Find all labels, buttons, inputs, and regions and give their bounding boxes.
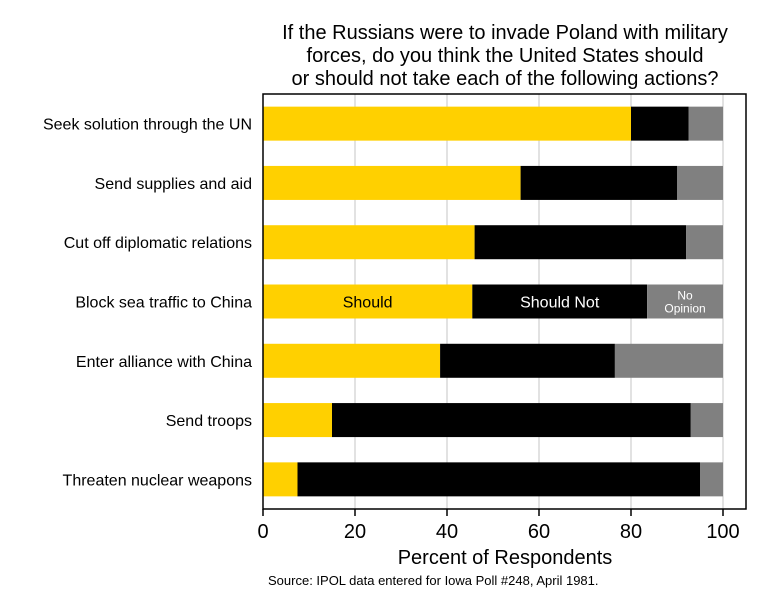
bar-segment-no-opinion [677, 165, 723, 200]
source-note: Source: IPOL data entered for Iowa Poll … [268, 573, 599, 588]
bar-segment-should-not [440, 343, 615, 378]
bar-segment-should-not [520, 165, 677, 200]
category-labels: Seek solution through the UN Send supplie… [43, 117, 252, 490]
bar-segment-should-not [472, 284, 648, 319]
bars [263, 106, 723, 497]
x-axis-ticks: 0 20 40 60 80 100 [257, 509, 740, 543]
bar-segment-should-not [332, 403, 691, 438]
category-label: Send supplies and aid [95, 176, 252, 193]
bar-segment-no-opinion [647, 284, 723, 319]
x-tick-label: 40 [436, 521, 458, 543]
category-label: Cut off diplomatic relations [64, 235, 252, 252]
bar-segment-should [263, 106, 631, 141]
x-tick-label: 0 [257, 521, 268, 543]
bar-segment-should [263, 165, 521, 200]
bar-segment-should [263, 462, 298, 497]
bar-segment-should-not [297, 462, 700, 497]
x-tick-label: 60 [528, 521, 550, 543]
inline-label-should: Should [343, 295, 393, 312]
category-label: Enter alliance with China [76, 354, 252, 371]
chart-title-line-3: or should not take each of the following… [291, 68, 719, 90]
inline-label-no-opinion-line-2: Opinion [664, 302, 705, 316]
bar-segment-should [263, 403, 332, 438]
bar-segment-should [263, 284, 473, 319]
bar-segment-should [263, 343, 441, 378]
bar-segment-no-opinion [700, 462, 723, 497]
category-label: Seek solution through the UN [43, 117, 252, 134]
x-tick-label: 80 [620, 521, 642, 543]
category-label: Send troops [166, 413, 252, 430]
bar-segment-no-opinion [690, 403, 723, 438]
bar-segment-should-not [631, 106, 689, 141]
chart-title: If the Russians were to invade Poland wi… [250, 22, 760, 91]
chart-title-line-2: forces, do you think the United States s… [306, 45, 704, 67]
bar-segment-no-opinion [688, 106, 723, 141]
x-axis-label: Percent of Respondents [398, 547, 613, 569]
category-label: Block sea traffic to China [75, 295, 252, 312]
plot-frame [262, 93, 747, 510]
chart-title-line-1: If the Russians were to invade Poland wi… [282, 22, 728, 44]
bar-segment-should-not [474, 225, 687, 260]
category-label: Threaten nuclear weapons [63, 472, 252, 489]
x-tick-label: 100 [706, 521, 739, 543]
bar-segment-no-opinion [614, 343, 723, 378]
inline-label-no-opinion-line-1: No [677, 289, 693, 303]
x-tick-label: 20 [344, 521, 366, 543]
inline-label-should-not: Should Not [520, 295, 600, 312]
bar-segment-should [263, 225, 475, 260]
bar-segment-no-opinion [686, 225, 723, 260]
